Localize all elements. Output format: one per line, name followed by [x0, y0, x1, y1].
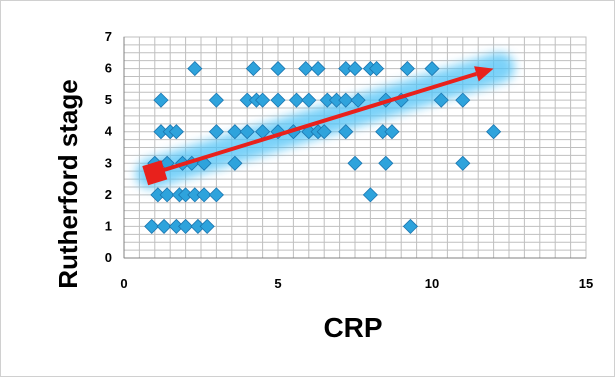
- y-axis-title: Rutherford stage: [53, 79, 83, 288]
- data-point: [368, 61, 385, 77]
- data-point: [455, 155, 471, 171]
- data-point: [168, 124, 184, 140]
- data-point: [245, 61, 261, 77]
- data-point: [378, 155, 394, 171]
- data-point: [178, 218, 194, 234]
- y-tick-label: 0: [105, 250, 112, 265]
- data-point: [239, 124, 255, 140]
- data-point: [301, 92, 317, 108]
- data-point: [187, 61, 203, 77]
- data-points: [144, 61, 502, 234]
- y-tick-label: 2: [105, 187, 112, 202]
- y-tick-label: 6: [105, 61, 112, 76]
- x-tick-labels: 0 5 10 15: [120, 276, 593, 291]
- trend-start-marker: [142, 160, 168, 186]
- data-point: [486, 124, 502, 140]
- data-point: [338, 124, 354, 140]
- trend-arrowhead: [474, 66, 494, 82]
- y-tick-label: 1: [105, 218, 112, 233]
- data-point: [227, 124, 243, 140]
- data-point: [208, 187, 224, 203]
- y-tick-label: 4: [105, 124, 113, 139]
- data-point: [199, 218, 215, 234]
- data-point: [424, 61, 440, 77]
- data-point: [347, 61, 363, 77]
- y-tick-labels: 0 1 2 3 4 5 6 7: [105, 29, 113, 265]
- data-point: [362, 187, 378, 203]
- trend-arrow: [142, 66, 494, 186]
- y-tick-label: 5: [105, 92, 112, 107]
- data-point: [255, 92, 271, 108]
- data-point: [433, 92, 449, 108]
- data-point: [208, 124, 224, 140]
- data-point: [144, 218, 160, 234]
- data-point: [159, 187, 175, 203]
- data-point: [288, 92, 305, 108]
- trend-line: [154, 71, 477, 175]
- x-tick-label: 0: [120, 276, 127, 291]
- data-point: [399, 61, 415, 77]
- y-tick-label: 7: [105, 29, 112, 44]
- data-point: [156, 218, 172, 234]
- data-point: [298, 61, 314, 77]
- data-point: [350, 92, 366, 108]
- y-tick-label: 3: [105, 155, 112, 170]
- data-point: [153, 92, 169, 108]
- x-tick-label: 10: [425, 276, 439, 291]
- x-axis-title: CRP: [323, 312, 382, 343]
- x-tick-label: 5: [274, 276, 281, 291]
- data-point: [455, 92, 471, 108]
- data-point: [270, 61, 286, 77]
- data-point: [402, 218, 419, 234]
- data-point: [316, 124, 332, 140]
- data-point: [227, 155, 243, 171]
- axes: [123, 37, 586, 259]
- data-point: [384, 124, 400, 140]
- data-point: [338, 92, 354, 108]
- x-tick-label: 15: [579, 276, 593, 291]
- data-point: [270, 92, 286, 108]
- data-point: [208, 92, 224, 108]
- data-point: [196, 187, 212, 203]
- data-point: [310, 61, 326, 77]
- data-point: [347, 155, 363, 171]
